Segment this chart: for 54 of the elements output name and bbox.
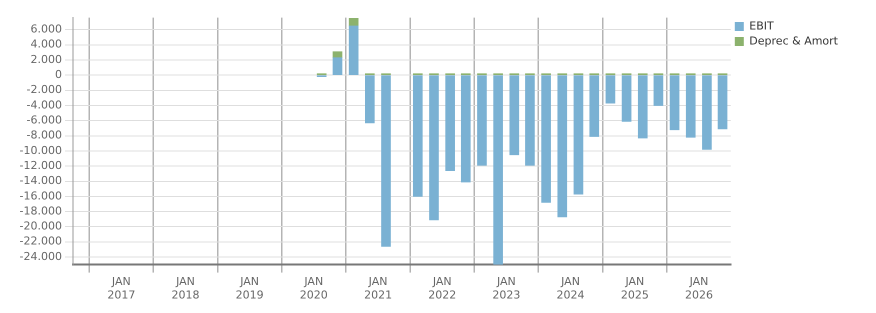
- bar: [381, 75, 391, 247]
- bar: [541, 75, 551, 203]
- y-tick-label: -4.000: [26, 98, 62, 112]
- y-tick-label: -2.000: [26, 83, 62, 96]
- x-tick-label: JAN 2025: [620, 275, 649, 302]
- bar: [477, 75, 487, 166]
- bar: [460, 75, 471, 182]
- bar: [429, 75, 439, 220]
- y-tick-label: -6.000: [26, 114, 62, 126]
- bar: [525, 75, 535, 166]
- y-tick-label: 2.000: [30, 52, 62, 66]
- bar: [332, 57, 342, 76]
- bar: [702, 75, 712, 150]
- y-tick-label: 6.000: [30, 22, 62, 36]
- y-tick-label: -20.000: [20, 220, 62, 233]
- bar: [574, 75, 584, 194]
- y-tick-label: -24.000: [20, 250, 62, 263]
- bar: [654, 75, 664, 106]
- bar: [348, 26, 358, 76]
- y-tick-label: -10.000: [20, 144, 62, 157]
- bar: [686, 75, 696, 138]
- bar: [557, 75, 568, 218]
- y-tick-label: 0: [55, 68, 62, 82]
- y-tick-label: -18.000: [20, 204, 62, 218]
- y-tick-label: -22.000: [20, 234, 62, 248]
- bar: [670, 75, 680, 130]
- y-tick-label: -16.000: [20, 189, 62, 202]
- x-tick-label: JAN 2022: [428, 275, 456, 302]
- legend-label: EBIT: [749, 19, 774, 32]
- y-tick-label: -8.000: [26, 128, 62, 142]
- bar: [365, 75, 375, 124]
- x-tick-label: JAN 2023: [492, 275, 520, 302]
- x-tick-label: JAN 2024: [556, 275, 585, 302]
- x-tick-label: JAN 2026: [685, 275, 713, 302]
- bar: [445, 75, 455, 171]
- x-tick-label: JAN 2020: [300, 275, 328, 302]
- legend-label: Deprec & Amort: [749, 34, 839, 48]
- bar: [622, 75, 632, 122]
- x-tick-label: JAN 2019: [236, 275, 264, 302]
- bar: [332, 51, 342, 58]
- bar: [606, 75, 616, 104]
- bar: [493, 75, 503, 265]
- bar: [412, 75, 423, 197]
- bar: [509, 75, 520, 156]
- x-tick-label: JAN 2018: [171, 275, 200, 302]
- x-tick-label: JAN 2021: [364, 275, 392, 302]
- bar: [589, 75, 600, 137]
- bar: [718, 75, 728, 130]
- y-tick-label: -14.000: [20, 174, 62, 188]
- y-tick-label: -12.000: [20, 158, 62, 172]
- x-tick-label: JAN 2017: [107, 275, 136, 302]
- bar: [638, 75, 648, 138]
- bar: [348, 18, 358, 26]
- y-tick-label: 4.000: [30, 38, 62, 51]
